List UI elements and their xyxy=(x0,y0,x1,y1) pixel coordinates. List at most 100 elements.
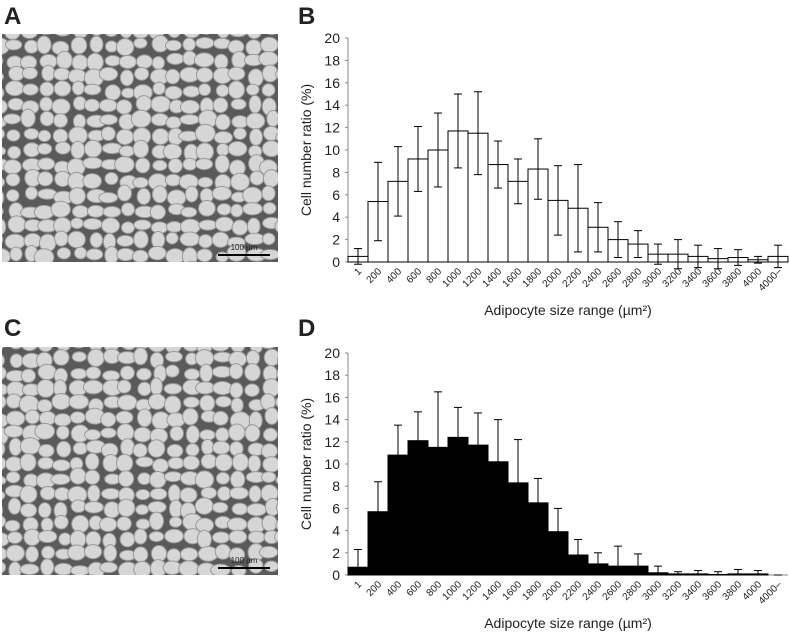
adipocyte xyxy=(119,531,136,548)
adipocyte xyxy=(261,514,278,532)
adipocyte xyxy=(136,367,152,381)
bar xyxy=(427,446,449,576)
adipocyte xyxy=(267,261,274,262)
x-tick-label: 2400 xyxy=(581,266,605,290)
adipocyte xyxy=(117,184,133,202)
adipocyte xyxy=(195,142,215,161)
adipocyte xyxy=(56,440,72,458)
panel-label: A xyxy=(4,3,21,30)
adipocyte xyxy=(135,456,154,468)
adipocyte xyxy=(73,34,88,39)
x-tick-label: 1000 xyxy=(441,266,465,290)
adipocyte xyxy=(264,407,278,425)
adipocyte xyxy=(135,157,151,174)
y-tick-label: 4 xyxy=(332,209,340,225)
adipocyte xyxy=(214,543,232,560)
adipocyte xyxy=(70,36,88,55)
adipocyte xyxy=(114,156,135,174)
y-tick-label: 0 xyxy=(332,254,340,270)
adipocyte xyxy=(2,561,7,574)
adipocyte xyxy=(277,116,278,122)
adipocyte xyxy=(83,139,103,158)
adipocyte xyxy=(275,476,278,485)
adipocyte xyxy=(199,429,216,441)
bar xyxy=(687,573,709,576)
adipocyte xyxy=(135,54,153,69)
bar xyxy=(527,502,549,576)
adipocyte xyxy=(2,72,5,81)
x-tick-label: 1200 xyxy=(461,266,485,290)
adipocyte xyxy=(182,157,198,171)
adipocyte xyxy=(53,80,72,97)
adipocyte xyxy=(262,232,276,246)
x-tick-label: 4000– xyxy=(757,579,785,607)
adipocyte xyxy=(69,265,87,276)
adipocyte xyxy=(179,547,199,562)
adipocyte xyxy=(82,156,104,170)
y-tick-label: 2 xyxy=(332,545,340,561)
adipocyte xyxy=(37,363,57,381)
adipocyte xyxy=(168,516,183,528)
adipocyte xyxy=(132,546,149,563)
adipocyte xyxy=(116,379,132,394)
adipocyte xyxy=(89,232,104,249)
adipocyte xyxy=(183,34,201,39)
adipocyte xyxy=(21,578,37,590)
adipocyte xyxy=(70,217,84,230)
adipocyte xyxy=(149,377,163,396)
adipocyte xyxy=(54,141,72,155)
x-tick-label: 2800 xyxy=(621,266,645,290)
adipocyte xyxy=(120,34,133,39)
adipocyte xyxy=(165,68,181,85)
adipocyte xyxy=(53,67,71,81)
adipocyte xyxy=(134,66,150,81)
adipocyte xyxy=(2,128,6,140)
adipocyte xyxy=(166,52,185,65)
adipocyte xyxy=(100,217,121,234)
adipocyte xyxy=(166,443,184,458)
adipocyte xyxy=(275,396,278,408)
adipocyte xyxy=(116,247,136,262)
adipocyte xyxy=(164,173,182,187)
y-tick-label: 20 xyxy=(324,30,340,46)
adipocyte xyxy=(134,579,149,589)
adipocyte xyxy=(68,187,86,205)
adipocyte xyxy=(86,52,104,72)
adipocyte xyxy=(2,515,7,528)
adipocyte xyxy=(226,517,248,532)
adipocyte xyxy=(226,244,247,262)
adipocyte xyxy=(165,350,183,363)
adipocyte xyxy=(6,266,20,278)
x-tick-label: 2600 xyxy=(601,579,625,603)
adipocyte xyxy=(103,501,121,519)
y-tick-label: 6 xyxy=(332,500,340,516)
adipocyte xyxy=(195,67,214,83)
adipocyte xyxy=(102,205,122,218)
adipocyte xyxy=(3,159,22,175)
adipocyte xyxy=(168,34,181,39)
adipocyte xyxy=(228,423,246,442)
bar xyxy=(507,482,529,576)
y-tick-label: 18 xyxy=(324,52,340,68)
adipocyte xyxy=(2,235,4,244)
adipocyte xyxy=(20,108,36,128)
adipocyte xyxy=(279,188,298,200)
adipocyte xyxy=(24,409,41,425)
adipocyte xyxy=(215,84,230,98)
adipocyte xyxy=(278,335,291,348)
x-tick-label: 3200 xyxy=(661,266,685,290)
adipocyte xyxy=(2,490,6,501)
adipocyte xyxy=(167,158,183,174)
adipocyte xyxy=(24,39,39,54)
adipocyte xyxy=(83,83,102,96)
x-tick-label: 400 xyxy=(385,579,405,599)
adipocyte xyxy=(136,187,151,206)
adipocyte xyxy=(104,84,122,101)
adipocyte xyxy=(40,517,54,533)
adipocyte xyxy=(85,248,104,261)
adipocyte xyxy=(211,531,231,544)
adipocyte xyxy=(212,410,229,426)
bar xyxy=(467,444,489,576)
adipocyte xyxy=(148,347,167,353)
adipocyte xyxy=(72,347,85,349)
